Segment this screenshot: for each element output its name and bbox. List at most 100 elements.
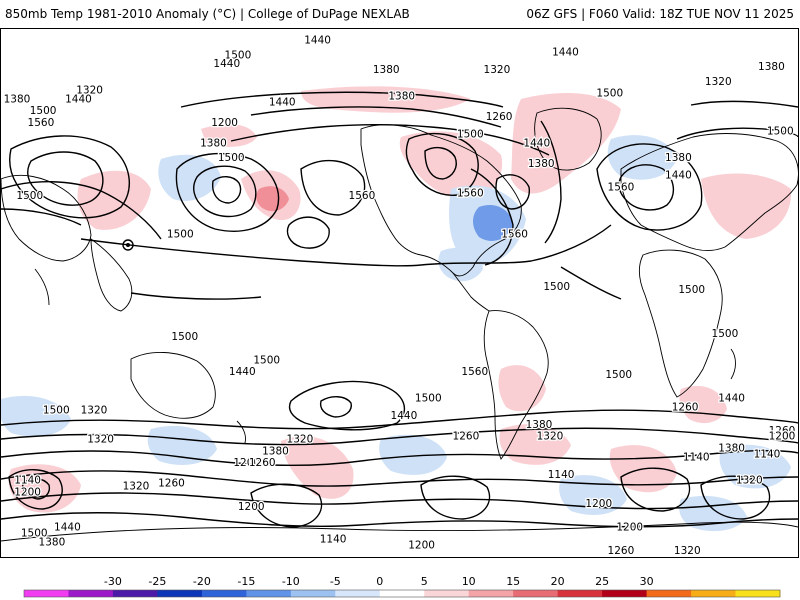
contour-label: 1560 bbox=[28, 117, 55, 129]
contour-pacific-low-outer bbox=[175, 152, 280, 232]
contour-label: 1320 bbox=[674, 545, 701, 557]
contour-label: 1500 bbox=[30, 105, 57, 117]
contour-label: 1500 bbox=[167, 228, 194, 240]
contour-label: 1500 bbox=[16, 190, 43, 202]
contour-1440-west-pacific bbox=[1, 181, 162, 240]
colorbar-tick-label: 20 bbox=[550, 575, 565, 588]
contour-1440-arctic bbox=[230, 123, 550, 156]
colorbar-segment bbox=[379, 590, 425, 597]
contour-1440-south-band bbox=[1, 427, 798, 446]
contour-label: 1440 bbox=[54, 522, 81, 534]
contour-labrador-low bbox=[495, 174, 530, 210]
contour-asia-low-outer bbox=[596, 143, 703, 231]
colorbar-segment bbox=[201, 590, 247, 597]
height-contours bbox=[1, 91, 798, 528]
contour-label: 1380 bbox=[200, 137, 227, 149]
contour-label: 1200 bbox=[616, 522, 643, 534]
contour-label: 1440 bbox=[552, 47, 579, 59]
contour-label: 1320 bbox=[705, 76, 732, 88]
contour-label: 1440 bbox=[269, 96, 296, 108]
contour-label: 1260 bbox=[769, 425, 796, 437]
colorbar-tick-label: -30 bbox=[103, 575, 122, 588]
contour-label: 1320 bbox=[736, 475, 763, 487]
contour-labels: 1440 1500 1440 1380 1440 1320 1380 1320 1320 1380… bbox=[2, 33, 796, 557]
colorbar: -30 -25 -20 -15 -10 -5 0 5 10 15 20 25 30 bbox=[0, 560, 800, 600]
contour-label: 1500 bbox=[543, 281, 570, 293]
anomaly-shading bbox=[1, 86, 792, 532]
contour-label: 1440 bbox=[391, 410, 418, 422]
colorbar-segment bbox=[112, 590, 158, 597]
warm-anomaly-southern-ocean-west bbox=[8, 464, 82, 513]
colorbar-tick-label: -20 bbox=[192, 575, 211, 588]
contour-label: 1200 bbox=[769, 431, 796, 443]
warm-anomaly-greenland bbox=[511, 93, 621, 194]
colorbar-outline bbox=[23, 589, 781, 598]
contour-1560-south-pacific-inner bbox=[319, 396, 352, 418]
contour-label: 1500 bbox=[605, 369, 632, 381]
contour-label: 1200 bbox=[211, 117, 238, 129]
contour-label: 1140 bbox=[548, 469, 575, 481]
colorbar-segment bbox=[468, 590, 514, 597]
contour-1500-arctic bbox=[250, 106, 502, 128]
contour-1560-atlantic bbox=[420, 224, 612, 266]
greenland-outline bbox=[534, 107, 602, 171]
product-title: 850mb Temp 1981-2010 Anomaly (°C) | Coll… bbox=[5, 7, 410, 21]
contour-1500-west bbox=[1, 208, 82, 226]
contour-label: 1500 bbox=[767, 126, 794, 138]
low-center-marker bbox=[122, 239, 134, 251]
contour-south-atlantic-low bbox=[420, 475, 491, 520]
contour-label: 1320 bbox=[484, 64, 511, 76]
model-run-info: 06Z GFS | F060 Valid: 18Z TUE NOV 11 202… bbox=[526, 7, 794, 21]
contour-label: 1320 bbox=[76, 85, 103, 97]
colorbar-tick-label: 15 bbox=[506, 575, 521, 588]
contour-label: 1380 bbox=[262, 445, 289, 457]
colorbar-segment bbox=[68, 590, 114, 597]
cold-anomaly-indian bbox=[559, 475, 627, 515]
colorbar-tick-label: 5 bbox=[420, 575, 428, 588]
map-header: 850mb Temp 1981-2010 Anomaly (°C) | Coll… bbox=[0, 0, 800, 28]
contour-east-us-trough bbox=[470, 168, 514, 266]
contour-greenland-ridge bbox=[540, 120, 562, 244]
contour-southern-low-indian bbox=[620, 467, 691, 512]
contour-label: 1440 bbox=[304, 35, 331, 47]
contour-label: 1380 bbox=[758, 61, 785, 73]
contour-west-pacific-mid bbox=[27, 151, 104, 206]
cold-anomaly-pacific-northwest bbox=[158, 154, 221, 201]
warm-anomaly-north-america bbox=[399, 131, 503, 201]
warm-anomaly-west-pacific bbox=[77, 170, 151, 230]
colorbar-tick-label: 10 bbox=[461, 575, 476, 588]
contour-label: 1260 bbox=[672, 401, 699, 413]
contour-label: 1200 bbox=[233, 457, 260, 469]
contour-1500-tropics-africa bbox=[560, 266, 622, 300]
contour-label: 1380 bbox=[526, 419, 553, 431]
contour-label: 1380 bbox=[39, 536, 66, 548]
colorbar-segment bbox=[602, 590, 648, 597]
cold-anomaly-gulf bbox=[438, 247, 483, 282]
cold-anomaly-core-east-us bbox=[473, 205, 513, 241]
contour-label: 1380 bbox=[4, 93, 31, 105]
contour-southern-low-west-inner bbox=[22, 478, 51, 500]
colorbar-segment bbox=[557, 590, 603, 597]
contour-1500-tropics-west bbox=[130, 292, 262, 300]
colorbar-segment bbox=[691, 590, 737, 597]
contour-label: 1260 bbox=[608, 545, 635, 557]
contour-label: 1380 bbox=[665, 152, 692, 164]
contour-asia-low-inner bbox=[618, 164, 674, 211]
south-america-outline bbox=[483, 310, 549, 460]
contour-label: 1200 bbox=[238, 501, 265, 513]
contour-hudson-low-outer bbox=[405, 132, 479, 196]
contour-label: 1260 bbox=[486, 111, 513, 123]
colorbar-tick-label: 25 bbox=[595, 575, 610, 588]
contour-label: 1500 bbox=[171, 331, 198, 343]
contour-label: 1320 bbox=[123, 481, 150, 493]
colorbar-tick-label: -10 bbox=[281, 575, 300, 588]
southeast-asia-outline bbox=[90, 238, 133, 312]
contour-label: 1500 bbox=[415, 393, 442, 405]
contour-label: 1440 bbox=[718, 393, 745, 405]
australia-outline bbox=[130, 351, 216, 419]
contour-label: 1500 bbox=[457, 129, 484, 141]
contour-label: 1260 bbox=[158, 478, 185, 490]
contour-north-arctic bbox=[180, 91, 504, 108]
contour-label: 1260 bbox=[249, 457, 276, 469]
contour-southern-low-central bbox=[250, 483, 323, 528]
